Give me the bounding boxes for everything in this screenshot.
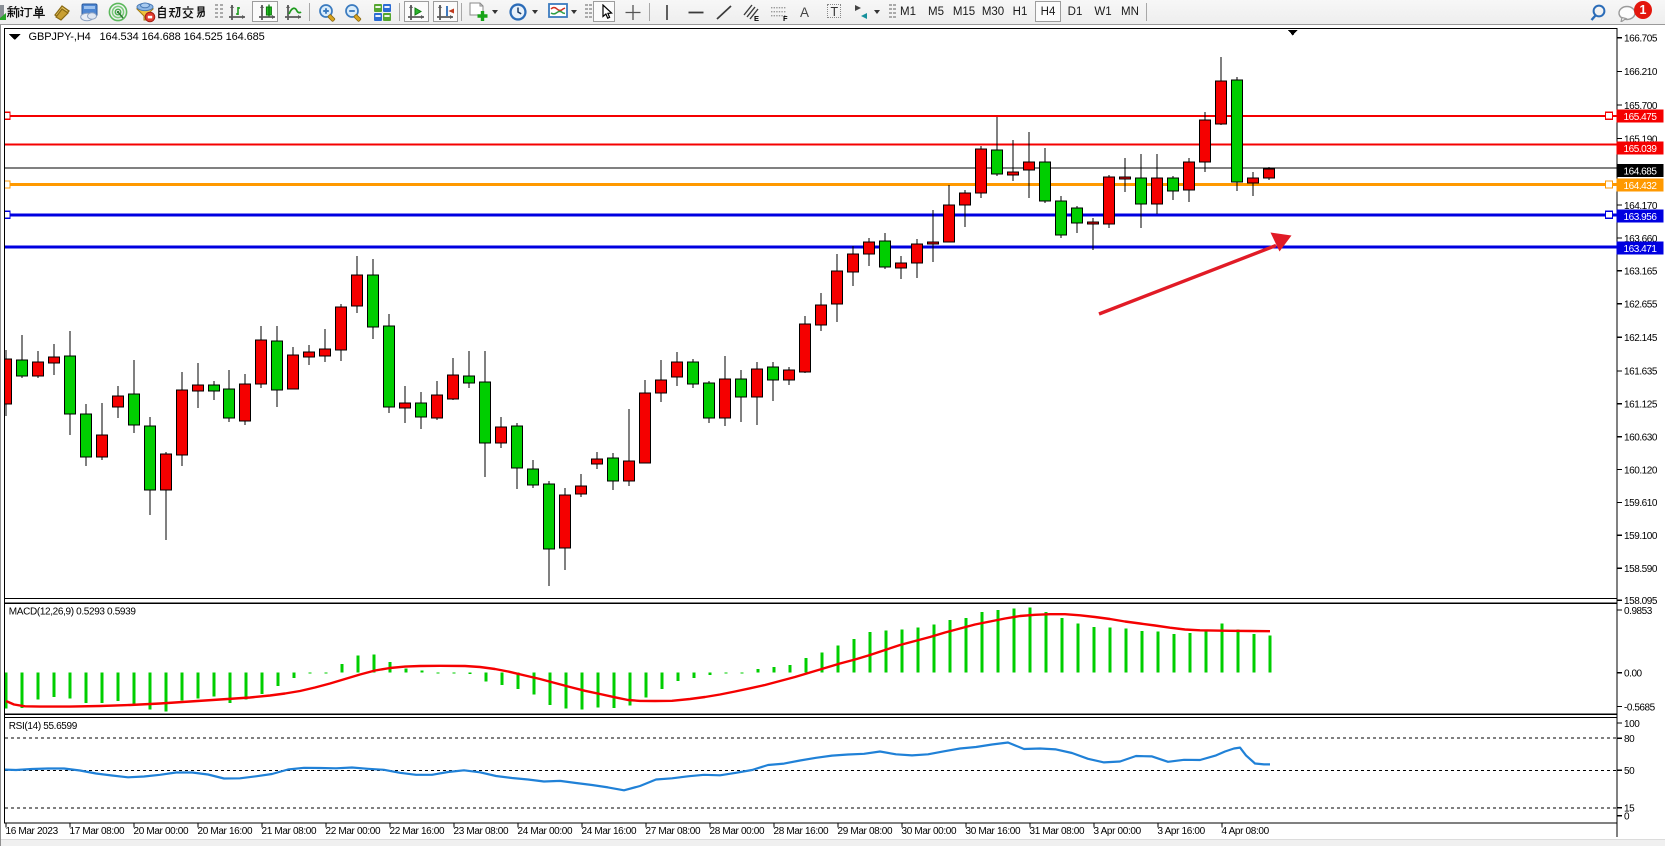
- svg-text:164.685: 164.685: [1624, 167, 1658, 178]
- svg-text:22 Mar 16:00: 22 Mar 16:00: [390, 826, 446, 837]
- svg-text:GBPJPY-,H4 164.534 164.688 1: GBPJPY-,H4 164.534 164.688 164.525 164.6…: [29, 31, 265, 43]
- svg-text:23 Mar 08:00: 23 Mar 08:00: [454, 826, 510, 837]
- svg-text:15: 15: [1624, 804, 1635, 815]
- svg-text:161.125: 161.125: [1624, 400, 1658, 411]
- svg-text:E: E: [754, 14, 759, 23]
- svg-text:17 Mar 08:00: 17 Mar 08:00: [70, 826, 126, 837]
- svg-text:F: F: [783, 14, 788, 23]
- svg-text:0.00: 0.00: [1624, 669, 1643, 680]
- svg-text:RSI(14) 55.6599: RSI(14) 55.6599: [9, 721, 78, 732]
- svg-text:22 Mar 00:00: 22 Mar 00:00: [326, 826, 382, 837]
- svg-text:164.170: 164.170: [1624, 201, 1658, 212]
- svg-text:24 Mar 00:00: 24 Mar 00:00: [518, 826, 574, 837]
- svg-text:20 Mar 16:00: 20 Mar 16:00: [198, 826, 254, 837]
- svg-text:160.630: 160.630: [1624, 433, 1658, 444]
- svg-text:30 Mar 16:00: 30 Mar 16:00: [966, 826, 1022, 837]
- svg-text:161.635: 161.635: [1624, 367, 1658, 378]
- svg-text:162.145: 162.145: [1624, 333, 1658, 344]
- svg-text:163.471: 163.471: [1624, 244, 1658, 255]
- svg-text:159.100: 159.100: [1624, 531, 1658, 542]
- svg-text:28 Mar 16:00: 28 Mar 16:00: [774, 826, 830, 837]
- svg-text:-0.5685: -0.5685: [1624, 702, 1656, 713]
- svg-text:0.9853: 0.9853: [1624, 606, 1653, 617]
- svg-text:3 Apr 00:00: 3 Apr 00:00: [1094, 826, 1142, 837]
- svg-text:163.660: 163.660: [1624, 234, 1658, 245]
- svg-text:80: 80: [1624, 734, 1635, 745]
- svg-text:29 Mar 08:00: 29 Mar 08:00: [838, 826, 894, 837]
- svg-text:165.475: 165.475: [1624, 112, 1658, 123]
- svg-text:28 Mar 00:00: 28 Mar 00:00: [710, 826, 766, 837]
- svg-text:16 Mar 2023: 16 Mar 2023: [6, 826, 59, 837]
- svg-text:31 Mar 08:00: 31 Mar 08:00: [1030, 826, 1086, 837]
- svg-text:158.590: 158.590: [1624, 564, 1658, 575]
- svg-text:100: 100: [1624, 719, 1640, 730]
- svg-text:158.095: 158.095: [1624, 596, 1658, 607]
- svg-text:27 Mar 08:00: 27 Mar 08:00: [646, 826, 702, 837]
- svg-text:3 Apr 16:00: 3 Apr 16:00: [1158, 826, 1206, 837]
- svg-text:164.432: 164.432: [1624, 181, 1658, 192]
- svg-text:165.039: 165.039: [1624, 144, 1658, 155]
- svg-text:MACD(12,26,9) 0.5293 0.5939: MACD(12,26,9) 0.5293 0.5939: [9, 607, 137, 618]
- svg-text:4 Apr 08:00: 4 Apr 08:00: [1222, 826, 1270, 837]
- svg-text:163.165: 163.165: [1624, 267, 1658, 278]
- svg-text:166.210: 166.210: [1624, 67, 1658, 78]
- svg-text:165.190: 165.190: [1624, 134, 1658, 145]
- svg-text:20 Mar 00:00: 20 Mar 00:00: [134, 826, 190, 837]
- svg-text:166.705: 166.705: [1624, 34, 1658, 45]
- svg-text:24 Mar 16:00: 24 Mar 16:00: [582, 826, 638, 837]
- svg-text:163.956: 163.956: [1624, 212, 1658, 223]
- svg-text:0: 0: [1624, 812, 1630, 823]
- svg-text:165.700: 165.700: [1624, 101, 1658, 112]
- svg-text:50: 50: [1624, 766, 1635, 777]
- svg-text:30 Mar 00:00: 30 Mar 00:00: [902, 826, 958, 837]
- svg-text:21 Mar 08:00: 21 Mar 08:00: [262, 826, 318, 837]
- svg-text:160.120: 160.120: [1624, 465, 1658, 476]
- svg-text:159.610: 159.610: [1624, 498, 1658, 509]
- svg-text:162.655: 162.655: [1624, 300, 1658, 311]
